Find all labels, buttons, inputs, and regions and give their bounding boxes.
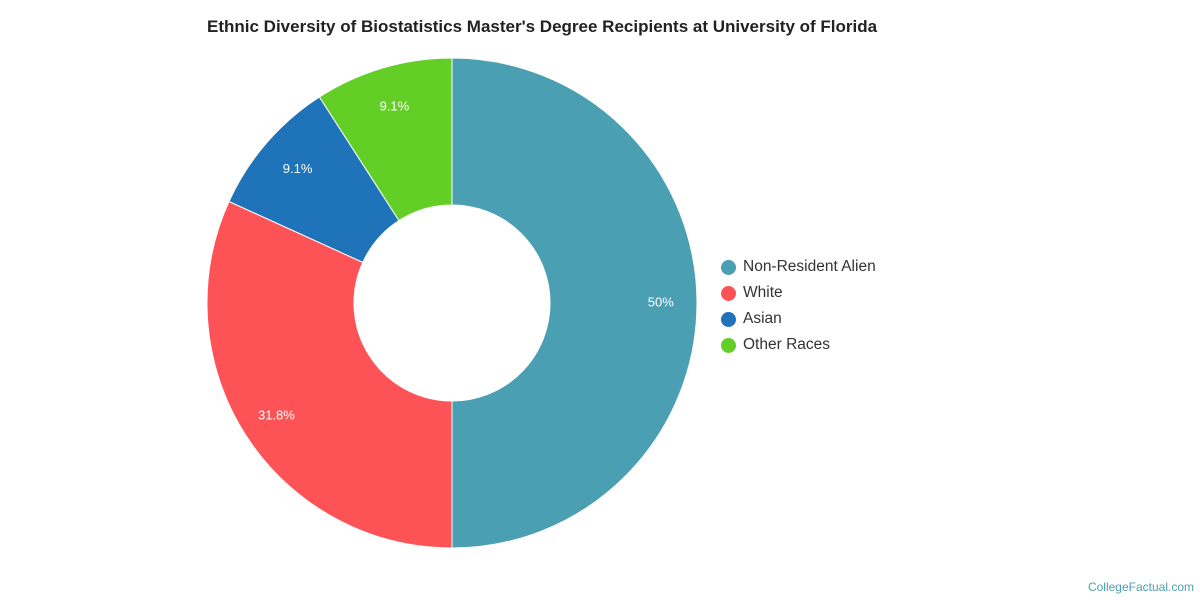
chart-legend: Non-Resident Alien White Asian Other Rac… [721, 254, 876, 358]
legend-label: Non-Resident Alien [743, 258, 876, 275]
slice-data-label: 9.1% [283, 161, 313, 176]
chart-title: Ethnic Diversity of Biostatistics Master… [207, 17, 878, 36]
source-credit[interactable]: CollegeFactual.com [1087, 580, 1194, 594]
slice-data-label: 31.8% [258, 407, 295, 422]
slice-data-label: 50% [648, 294, 674, 309]
legend-swatch-icon [721, 259, 736, 275]
legend-label: Asian [743, 310, 782, 327]
legend-swatch-icon [721, 311, 736, 327]
slice-non-resident-alien[interactable] [451, 57, 698, 549]
slice-data-label: 9.1% [380, 99, 410, 114]
legend-item-other-races[interactable]: Other Races [721, 332, 876, 358]
legend-item-non-resident-alien[interactable]: Non-Resident Alien [721, 254, 876, 280]
legend-swatch-icon [721, 285, 736, 301]
legend-label: White [743, 284, 783, 301]
slice-other-races[interactable] [318, 57, 453, 222]
slice-white[interactable] [206, 200, 453, 549]
legend-label: Other Races [743, 336, 831, 353]
legend-item-white[interactable]: White [721, 280, 876, 306]
legend-item-asian[interactable]: Asian [721, 306, 876, 332]
legend-swatch-icon [721, 337, 736, 353]
